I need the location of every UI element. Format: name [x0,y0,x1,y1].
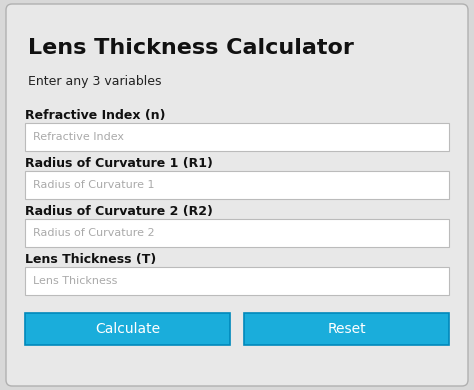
Text: Radius of Curvature 2 (R2): Radius of Curvature 2 (R2) [25,205,213,218]
Text: Reset: Reset [327,322,366,336]
FancyBboxPatch shape [6,4,468,386]
FancyBboxPatch shape [244,313,449,345]
FancyBboxPatch shape [25,171,449,199]
Text: Refractive Index (n): Refractive Index (n) [25,109,165,122]
Text: Lens Thickness (T): Lens Thickness (T) [25,253,156,266]
FancyBboxPatch shape [25,123,449,151]
FancyBboxPatch shape [25,267,449,295]
Text: Radius of Curvature 1: Radius of Curvature 1 [33,180,155,190]
Text: Lens Thickness Calculator: Lens Thickness Calculator [28,38,354,58]
FancyBboxPatch shape [25,219,449,247]
Text: Refractive Index: Refractive Index [33,132,124,142]
Text: Enter any 3 variables: Enter any 3 variables [28,76,162,89]
Text: Lens Thickness: Lens Thickness [33,276,118,286]
FancyBboxPatch shape [25,313,230,345]
Text: Radius of Curvature 1 (R1): Radius of Curvature 1 (R1) [25,157,213,170]
Text: Radius of Curvature 2: Radius of Curvature 2 [33,228,155,238]
Text: Calculate: Calculate [95,322,160,336]
